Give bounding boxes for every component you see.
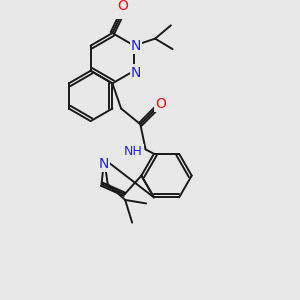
Text: N: N bbox=[99, 157, 110, 171]
Text: N: N bbox=[131, 39, 141, 52]
Text: NH: NH bbox=[124, 145, 143, 158]
Text: N: N bbox=[131, 65, 141, 80]
Text: O: O bbox=[117, 0, 128, 13]
Text: O: O bbox=[155, 97, 166, 111]
